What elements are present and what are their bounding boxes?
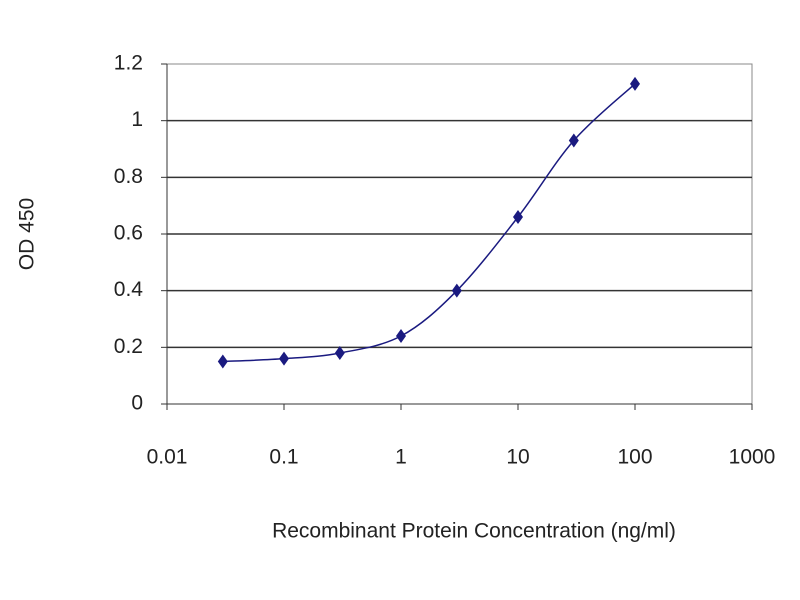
data-point xyxy=(396,329,406,343)
y-tick-label: 0.6 xyxy=(114,222,143,245)
y-tick-label: 0 xyxy=(131,392,143,415)
x-tick-label: 0.01 xyxy=(147,446,188,469)
y-tick-label: 0.4 xyxy=(114,278,144,301)
y-axis-label: OD 450 xyxy=(16,198,39,270)
x-tick-label: 1 xyxy=(395,446,407,469)
y-tick-label: 0.2 xyxy=(114,335,143,358)
data-point xyxy=(630,76,640,91)
x-tick-label: 1000 xyxy=(729,446,776,469)
data-point xyxy=(217,354,228,369)
x-axis-label: Recombinant Protein Concentration (ng/ml… xyxy=(272,520,676,543)
x-tick-label: 0.1 xyxy=(269,446,298,469)
data-point xyxy=(334,346,345,360)
y-tick-label: 1 xyxy=(131,108,143,131)
y-tick-label: 1.2 xyxy=(114,52,143,75)
x-tick-label: 100 xyxy=(617,446,652,469)
data-point xyxy=(568,133,579,148)
y-tick-label: 0.8 xyxy=(114,165,143,188)
x-tick-label: 10 xyxy=(506,446,529,469)
data-point xyxy=(279,351,289,366)
data-point xyxy=(451,283,462,298)
data-point xyxy=(513,210,523,224)
